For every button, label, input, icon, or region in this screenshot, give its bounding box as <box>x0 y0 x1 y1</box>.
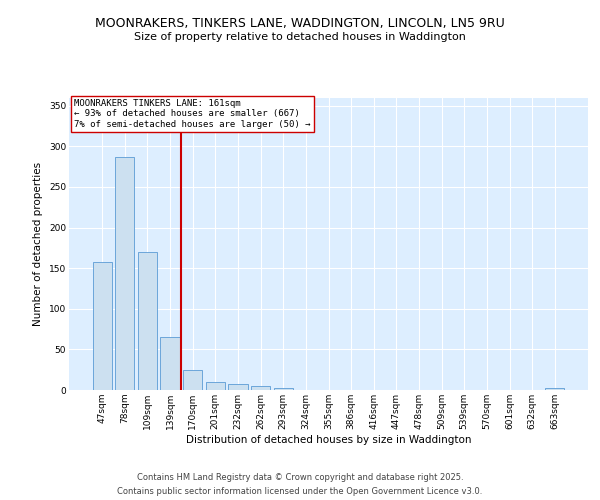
Text: Contains public sector information licensed under the Open Government Licence v3: Contains public sector information licen… <box>118 486 482 496</box>
Bar <box>138 252 157 390</box>
Bar <box>229 384 248 390</box>
Bar <box>206 382 225 390</box>
Bar <box>160 337 180 390</box>
Text: Contains HM Land Registry data © Crown copyright and database right 2025.: Contains HM Land Registry data © Crown c… <box>137 472 463 482</box>
Y-axis label: Number of detached properties: Number of detached properties <box>34 162 43 326</box>
Text: MOONRAKERS TINKERS LANE: 161sqm
← 93% of detached houses are smaller (667)
7% of: MOONRAKERS TINKERS LANE: 161sqm ← 93% of… <box>74 99 311 129</box>
X-axis label: Distribution of detached houses by size in Waddington: Distribution of detached houses by size … <box>186 434 471 444</box>
Text: Size of property relative to detached houses in Waddington: Size of property relative to detached ho… <box>134 32 466 42</box>
Bar <box>92 262 112 390</box>
Text: MOONRAKERS, TINKERS LANE, WADDINGTON, LINCOLN, LN5 9RU: MOONRAKERS, TINKERS LANE, WADDINGTON, LI… <box>95 18 505 30</box>
Bar <box>183 370 202 390</box>
Bar <box>251 386 270 390</box>
Bar <box>274 388 293 390</box>
Bar <box>545 388 565 390</box>
Bar <box>115 157 134 390</box>
